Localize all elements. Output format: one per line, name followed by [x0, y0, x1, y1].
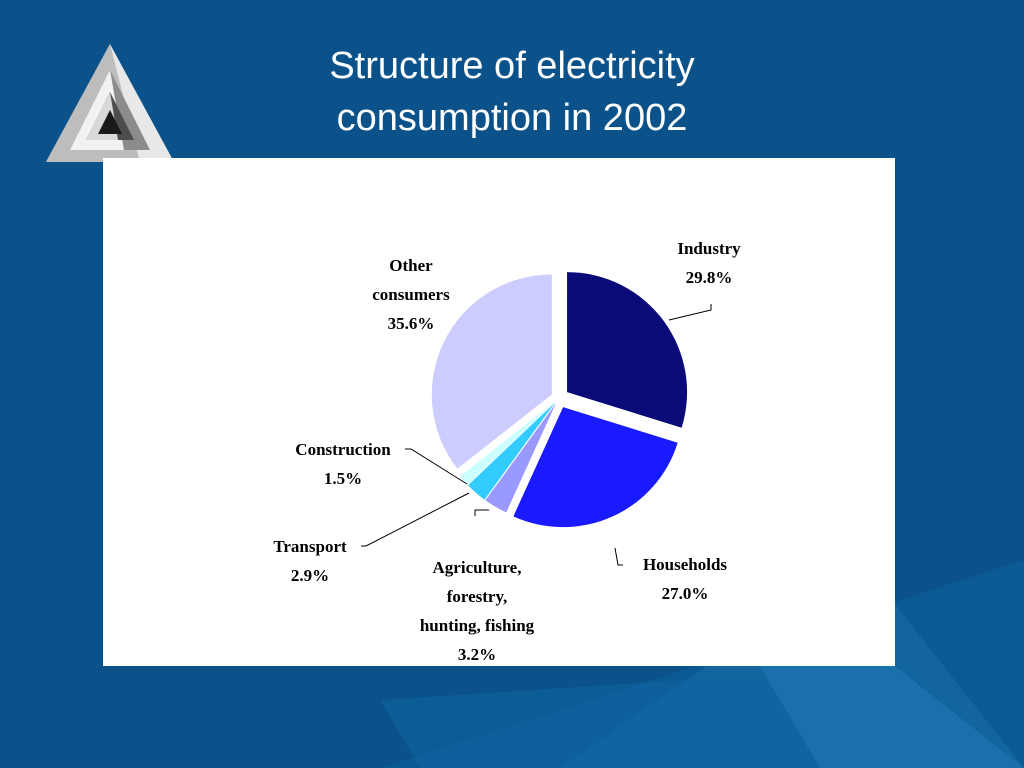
slice-name-label: Industry	[677, 239, 741, 258]
slice-name-label: Transport	[273, 537, 347, 556]
slice-name-label: hunting, fishing	[420, 616, 535, 635]
slice-name-label: Agriculture,	[433, 558, 522, 577]
pie-slice-construction	[460, 401, 555, 485]
chart-panel: Industry 29.8% Households 27.0% Agriculture,…	[103, 158, 895, 666]
slice-value-label: 2.9%	[291, 566, 329, 585]
pie-slice-transport	[468, 402, 556, 500]
leader-line	[474, 509, 489, 516]
title-line-2: consumption in 2002	[336, 97, 688, 139]
slide-title: Structure of electricity consumption in …	[200, 40, 824, 144]
slice-value-label: 27.0%	[662, 584, 709, 603]
pie-slice-industry	[567, 272, 688, 428]
leader-line	[405, 448, 468, 485]
pie-slice-agriculture	[485, 403, 556, 513]
pie-slice-households	[513, 407, 678, 528]
leader-line	[361, 492, 470, 547]
slice-name-label: Construction	[295, 440, 391, 459]
slice-name-label: forestry,	[447, 587, 508, 606]
leader-line	[614, 547, 623, 566]
pie-slice-other	[431, 274, 552, 469]
slice-name-label: Other	[389, 256, 433, 275]
leader-line	[668, 304, 712, 321]
pie-chart: Industry 29.8% Households 27.0% Agriculture,…	[273, 239, 741, 664]
slice-value-label: 3.2%	[458, 645, 496, 664]
slice-value-label: 29.8%	[686, 268, 733, 287]
title-line-1: Structure of electricity	[329, 45, 695, 87]
slice-value-label: 35.6%	[388, 314, 435, 333]
slice-name-label: consumers	[372, 285, 450, 304]
logo-icon	[46, 44, 174, 162]
slice-value-label: 1.5%	[324, 469, 362, 488]
slice-name-label: Households	[643, 555, 727, 574]
